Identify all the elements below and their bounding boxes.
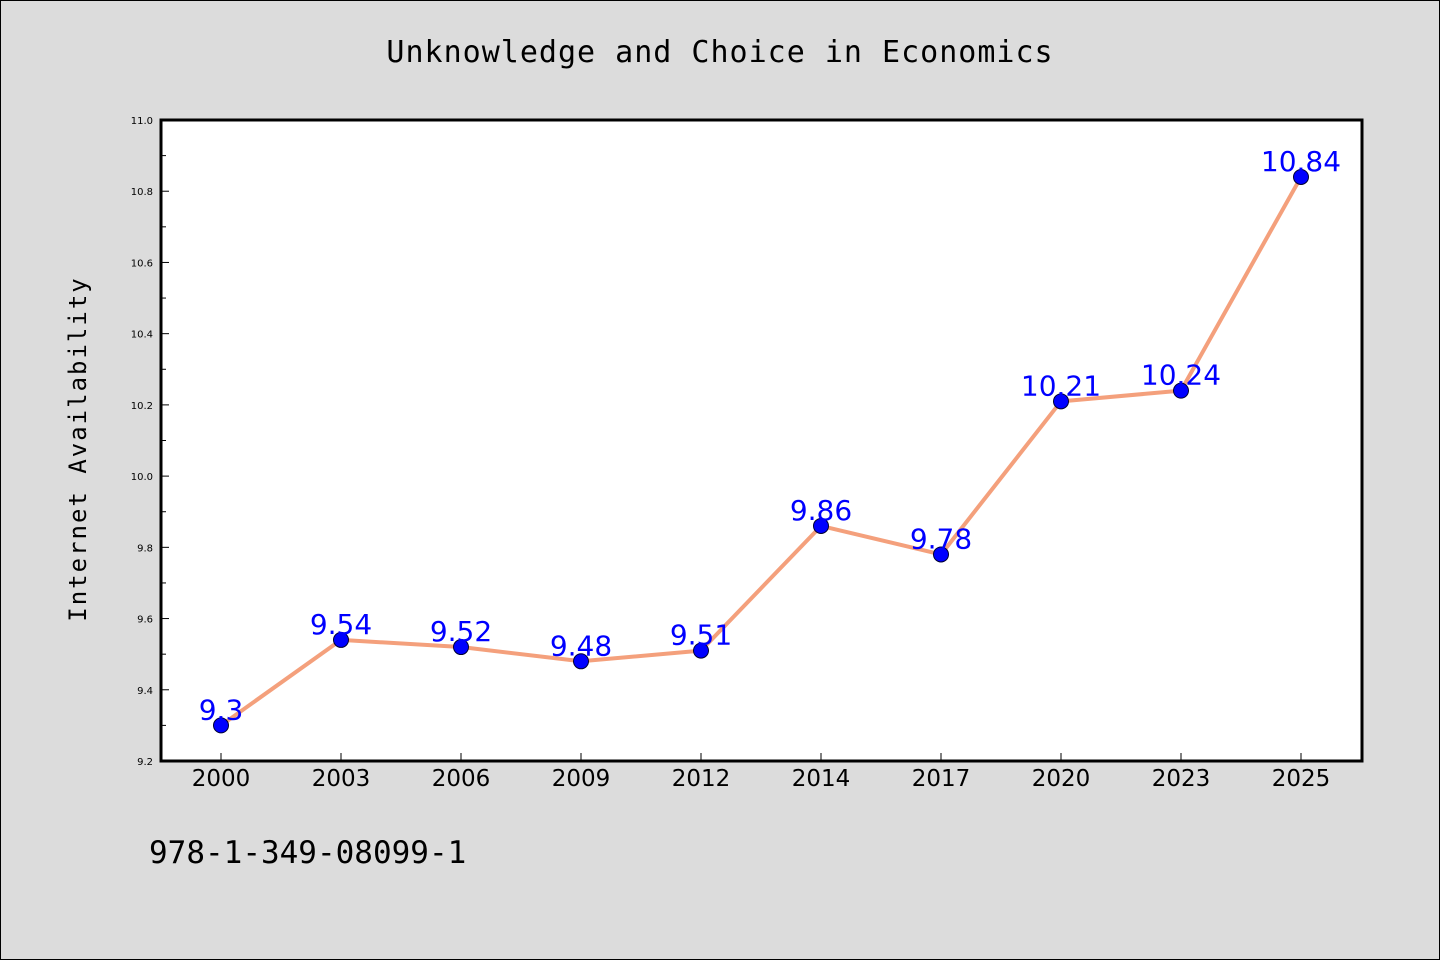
- y-tick-label: 9.8: [137, 543, 153, 554]
- data-point-marker: [1053, 393, 1069, 410]
- data-point-marker: [213, 717, 229, 734]
- data-point-marker: [1293, 168, 1309, 185]
- y-axis: 9.2 9.4 9.6 9.8 10.0 10.2 10.4 10.6 10.8 11.0: [131, 116, 169, 768]
- y-tick-label: 9.2: [137, 757, 153, 768]
- data-label: 9.86: [790, 494, 852, 527]
- x-tick-label: 2020: [1032, 766, 1091, 792]
- y-tick-label: 9.4: [137, 686, 153, 697]
- y-tick-label: 10.2: [131, 401, 153, 412]
- data-label: 9.78: [910, 522, 972, 555]
- data-label: 9.52: [430, 615, 492, 648]
- x-tick-label: 2017: [912, 766, 971, 792]
- data-point-marker: [1173, 382, 1189, 399]
- x-tick-label: 2009: [552, 766, 611, 792]
- data-label: 9.3: [199, 693, 244, 726]
- data-label: 10.24: [1141, 359, 1221, 392]
- data-labels-group: 9.3 9.54 9.52 9.48 9.51 9.86 9.78 10.21 10.24 10.…: [199, 145, 1341, 726]
- data-label: 10.21: [1021, 369, 1101, 402]
- data-point-marker: [813, 517, 829, 534]
- x-tick-label: 2023: [1152, 766, 1211, 792]
- y-tick-label: 10.0: [131, 472, 153, 483]
- x-tick-label: 2006: [432, 766, 491, 792]
- y-tick-label: 10.8: [131, 187, 153, 198]
- y-tick-label: 11.0: [131, 116, 153, 127]
- y-tick-label: 10.4: [131, 330, 153, 341]
- isbn-text: 978-1-349-08099-1: [149, 835, 467, 871]
- data-point-marker: [933, 546, 949, 563]
- x-tick-label: 2003: [312, 766, 371, 792]
- x-tick-label: 2025: [1272, 766, 1331, 792]
- data-point-marker: [453, 639, 469, 656]
- data-label: 10.84: [1261, 145, 1341, 178]
- data-label: 9.51: [670, 619, 732, 652]
- x-axis: 2000 2003 2006 2009 2012 2014 2017 2020 2023 2025: [192, 753, 1331, 792]
- chart-title: Unknowledge and Choice in Economics: [386, 35, 1054, 70]
- data-point-marker: [573, 653, 589, 670]
- x-tick-label: 2014: [792, 766, 851, 792]
- y-tick-label: 9.6: [137, 615, 153, 626]
- data-label: 9.54: [310, 608, 372, 641]
- x-tick-label: 2000: [192, 766, 251, 792]
- markers-group: [213, 168, 1309, 734]
- y-tick-label: 10.6: [131, 258, 153, 269]
- data-point-marker: [693, 642, 709, 659]
- data-point-marker: [333, 631, 349, 648]
- plot-area: [159, 118, 1364, 763]
- x-tick-label: 2012: [672, 766, 731, 792]
- series-line: [219, 174, 1303, 728]
- series-line-group: [219, 174, 1303, 728]
- data-label: 9.48: [550, 629, 612, 662]
